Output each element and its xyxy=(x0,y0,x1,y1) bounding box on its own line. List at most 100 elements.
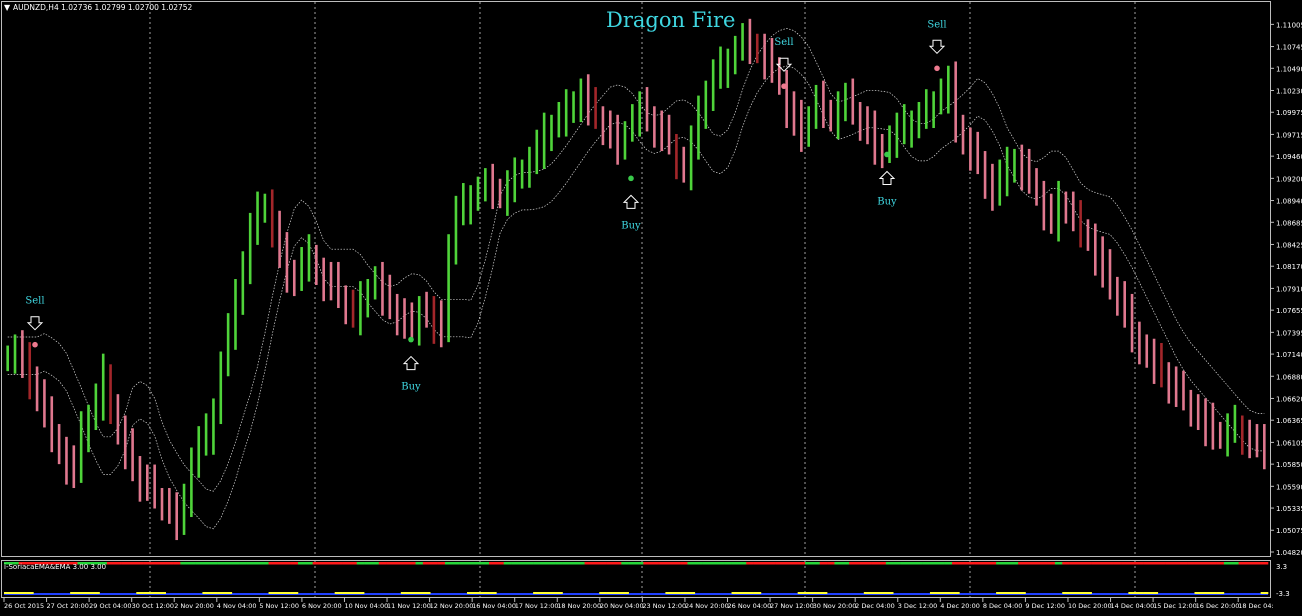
trend-band-segment xyxy=(650,562,659,565)
price-bar xyxy=(462,183,465,226)
buy-label: Buy xyxy=(877,196,897,207)
price-bar xyxy=(1064,191,1068,224)
lower-trend-line xyxy=(7,65,1265,530)
price-bar xyxy=(653,106,656,148)
price-tick-label: 1.06880 xyxy=(1276,373,1302,381)
price-bar xyxy=(1233,404,1237,443)
price-bar xyxy=(932,91,935,129)
trend-band-segment xyxy=(753,562,762,565)
sell-dot xyxy=(781,83,787,90)
trend-band-segment xyxy=(900,562,909,565)
price-bar xyxy=(1189,389,1193,427)
price-tick-label: 1.07140 xyxy=(1276,351,1302,359)
price-bar xyxy=(763,33,766,80)
trend-band-segment xyxy=(871,562,879,565)
menu-arrow-icon[interactable]: ▼ xyxy=(4,3,11,12)
price-bar xyxy=(586,74,590,126)
signal-band-segment xyxy=(1216,592,1225,594)
trend-band-segment xyxy=(775,562,784,565)
price-bar xyxy=(520,159,524,189)
price-bar xyxy=(226,313,230,377)
signal-band-segment xyxy=(1194,592,1203,594)
price-bar xyxy=(1152,338,1156,384)
trend-band-segment xyxy=(819,562,828,565)
buy-label: Buy xyxy=(621,220,641,231)
trend-band-segment xyxy=(246,562,255,565)
signal-band-segment xyxy=(1150,592,1159,594)
signal-band-segment xyxy=(400,592,409,594)
signal-band-segment xyxy=(613,592,622,594)
time-tick-label: 27 Nov 12:00 xyxy=(770,602,814,610)
trend-band-segment xyxy=(731,562,740,565)
price-bar xyxy=(116,394,120,445)
price-bar xyxy=(601,106,605,146)
trend-band-segment xyxy=(386,562,394,565)
signal-band-segment xyxy=(1143,592,1151,594)
signal-band-segment xyxy=(158,592,166,594)
price-bar xyxy=(770,38,774,83)
price-bar xyxy=(910,110,913,148)
trend-band-segment xyxy=(92,562,100,565)
signal-band-segment xyxy=(11,592,19,594)
signal-band-segment xyxy=(150,592,159,594)
signal-band-segment xyxy=(275,592,284,594)
price-bar xyxy=(719,46,722,89)
price-bar xyxy=(1211,402,1215,450)
price-bar xyxy=(1218,421,1222,449)
trend-band-segment xyxy=(547,562,556,565)
trend-band-segment xyxy=(1047,562,1056,565)
signal-band-segment xyxy=(937,592,945,594)
signal-band-segment xyxy=(1084,592,1092,594)
price-tick-label: 1.07655 xyxy=(1276,307,1302,315)
price-bar xyxy=(550,114,553,152)
trend-band-segment xyxy=(4,562,12,565)
price-bar xyxy=(939,78,943,115)
price-tick-label: 1.08940 xyxy=(1276,198,1302,206)
signal-band-segment xyxy=(672,592,681,594)
price-bar xyxy=(564,89,568,137)
trend-band-segment xyxy=(937,562,945,565)
price-bar xyxy=(292,259,296,297)
trend-band-segment xyxy=(981,562,990,565)
price-bar xyxy=(579,78,583,123)
price-bar xyxy=(388,274,392,320)
trend-band-segment xyxy=(224,562,233,565)
time-tick-label: 4 Nov 04:00 xyxy=(217,602,257,610)
price-bar xyxy=(329,261,333,301)
signal-band-segment xyxy=(92,592,100,594)
trend-band-segment xyxy=(415,562,424,565)
sell-label: Sell xyxy=(25,296,44,307)
trend-band-segment xyxy=(716,562,725,565)
trend-band-segment xyxy=(1201,562,1210,565)
price-bar xyxy=(65,436,68,485)
time-tick-label: 16 Dec 20:00 xyxy=(1196,602,1240,610)
price-bar xyxy=(1263,424,1266,470)
signal-band-segment xyxy=(18,592,27,594)
price-bar xyxy=(248,212,252,285)
price-tick-label: 1.10230 xyxy=(1276,87,1302,95)
trend-band-segment xyxy=(834,562,843,565)
trend-band-segment xyxy=(540,562,549,565)
trend-band-segment xyxy=(1238,562,1247,565)
price-bar xyxy=(924,89,928,129)
price-bar xyxy=(1255,424,1259,458)
time-tick-label: 6 Nov 20:00 xyxy=(302,602,342,610)
trend-band-segment xyxy=(466,562,475,565)
trend-band-segment xyxy=(217,562,225,565)
signal-band-segment xyxy=(356,592,365,594)
price-bar xyxy=(733,35,737,75)
trend-band-segment xyxy=(1128,562,1137,565)
time-tick-label: 8 Dec 04:00 xyxy=(983,602,1023,610)
trend-band-segment xyxy=(290,562,299,565)
signal-band-segment xyxy=(474,592,482,594)
trend-band-segment xyxy=(48,562,56,565)
signal-band-segment xyxy=(1010,592,1019,594)
time-tick-label: 26 Oct 2015 xyxy=(4,602,44,610)
price-bar xyxy=(447,234,450,343)
price-bar xyxy=(373,266,377,300)
trend-band-segment xyxy=(165,562,174,565)
price-bar xyxy=(506,170,509,216)
